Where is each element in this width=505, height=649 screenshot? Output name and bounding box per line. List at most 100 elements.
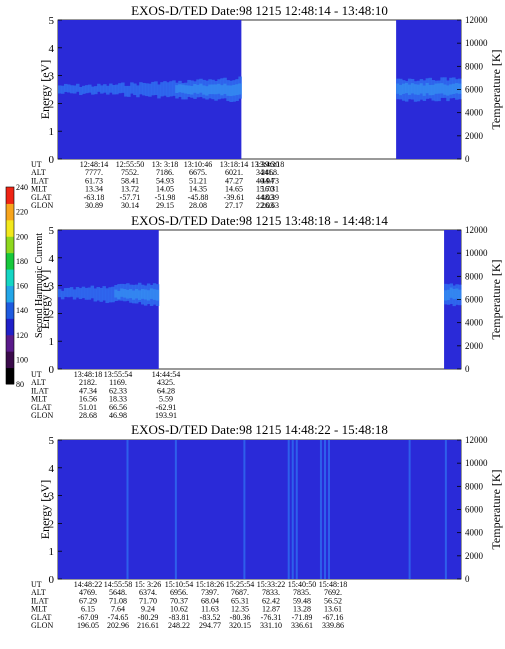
y-axis-label: Energy [eV] (38, 60, 52, 119)
orbit-cell: 12.87 (262, 605, 280, 614)
orbit-cell: 202.96 (107, 621, 129, 630)
band-core (214, 84, 218, 95)
colorbar-swatch (6, 351, 14, 369)
band-core (431, 84, 435, 96)
orbit-row-label: GLON (31, 411, 53, 420)
panel-title: EXOS-D/TED Date:98 1215 14:48:22 - 15:48… (131, 422, 388, 437)
band-core (455, 83, 459, 94)
band-column (145, 83, 149, 97)
band-column (136, 85, 140, 98)
orbit-cell: 13.34 (85, 185, 103, 194)
orbit-cell: 248.22 (168, 621, 190, 630)
y-tick-label: 5 (49, 435, 55, 447)
band-column (172, 80, 176, 96)
orbit-cell: 6374. (139, 588, 157, 597)
band-core (211, 84, 215, 95)
band-column (97, 83, 101, 92)
orbit-cell: 30.14 (121, 201, 139, 210)
band-core (178, 84, 182, 93)
orbit-cell: -67.16 (323, 613, 344, 622)
orbit-cell: -71.89 (292, 613, 313, 622)
band-core (117, 290, 121, 300)
colorbar-label: Second Harmonic Current (34, 233, 45, 338)
colorbar: 80 100 120 140 160 180 200 220 240 Second Harmoni… (5, 183, 45, 389)
band-column (108, 287, 112, 303)
colorbar-swatch (6, 252, 14, 270)
y-tick-label: 3 (49, 491, 55, 503)
band-core (114, 289, 118, 298)
band-core (437, 83, 441, 94)
orbit-cell: 6956. (170, 588, 188, 597)
orbit-row-label: ALT (31, 168, 46, 177)
orbit-cell: 15:33:22 (257, 580, 285, 589)
band-column (139, 82, 143, 95)
orbit-cell: 40.94 (256, 176, 274, 185)
colorbar-swatch (6, 219, 14, 237)
band-core (149, 288, 154, 299)
colorbar-tick-label: 220 (16, 208, 28, 217)
orbit-cell: 11.63 (201, 605, 219, 614)
band-core (132, 290, 136, 300)
y-tick-label: 4 (49, 463, 55, 475)
band-column (69, 287, 74, 297)
colorbar-swatch (6, 203, 14, 221)
band-core (129, 289, 133, 299)
colorbar-tick-label: 200 (16, 232, 28, 241)
band-column (109, 83, 113, 93)
streak (126, 440, 129, 579)
orbit-cell: 14:55:58 (104, 580, 132, 589)
orbit-cell: 26.63 (261, 201, 279, 210)
orbit-row-label: ALT (31, 378, 46, 387)
orbit-table: UT 14:48:22 14:55:58 15: 3:26 15:10:54 15:18:… (31, 580, 347, 630)
data-segment (396, 20, 462, 159)
orbit-cell: 4769. (79, 588, 97, 597)
y2-tick-label: 6000 (465, 505, 484, 515)
orbit-cell: 7777. (85, 168, 103, 177)
band-column (163, 81, 167, 96)
y-tick-label: 0 (49, 574, 55, 586)
y2-tick-label: 4000 (465, 528, 484, 538)
band-column (91, 86, 95, 95)
orbit-cell: 47.27 (225, 176, 243, 185)
streak (323, 440, 326, 579)
band-column (94, 86, 98, 95)
colorbar-tick-label: 240 (16, 183, 28, 192)
band-core (193, 84, 197, 93)
orbit-cell: 51.21 (189, 176, 207, 185)
spectrogram-panel: EXOS-D/TED Date:98 1215 14:48:22 - 15:48… (31, 422, 503, 630)
orbit-row-label: ILAT (31, 596, 48, 605)
orbit-cell: 30.89 (85, 201, 103, 210)
orbit-row-label: GLAT (31, 193, 52, 202)
y-tick-label: 1 (49, 336, 55, 348)
band-core (120, 288, 124, 297)
orbit-cell: 13:55:54 (104, 370, 132, 379)
orbit-row-label: GLAT (31, 403, 52, 412)
band-core (425, 82, 430, 94)
band-core (175, 85, 179, 94)
orbit-cell: 65.31 (231, 596, 249, 605)
band-core (205, 86, 209, 96)
band-column (60, 290, 65, 300)
orbit-cell: -80.29 (138, 613, 159, 622)
band-core (416, 84, 421, 95)
y-tick-label: 0 (49, 364, 55, 376)
band-column (154, 81, 158, 96)
band-column (81, 286, 86, 299)
orbit-cell: 64.28 (157, 386, 175, 395)
orbit-cell: 68.04 (201, 596, 219, 605)
colorbar-swatch (6, 269, 14, 286)
band-core (422, 85, 427, 96)
y2-tick-label: 10000 (465, 38, 488, 48)
orbit-cell: 7692. (324, 588, 342, 597)
band-column (87, 287, 92, 300)
data-segment (58, 20, 242, 159)
band-column (130, 82, 134, 94)
band-core (184, 85, 188, 94)
orbit-cell: 13.61 (324, 605, 342, 614)
band-core (190, 85, 194, 95)
band-column (64, 83, 68, 92)
band-column (127, 85, 131, 97)
orbit-cell: 12:55:50 (116, 160, 144, 169)
band-core (238, 83, 242, 95)
y-tick-label: 3 (49, 71, 55, 83)
